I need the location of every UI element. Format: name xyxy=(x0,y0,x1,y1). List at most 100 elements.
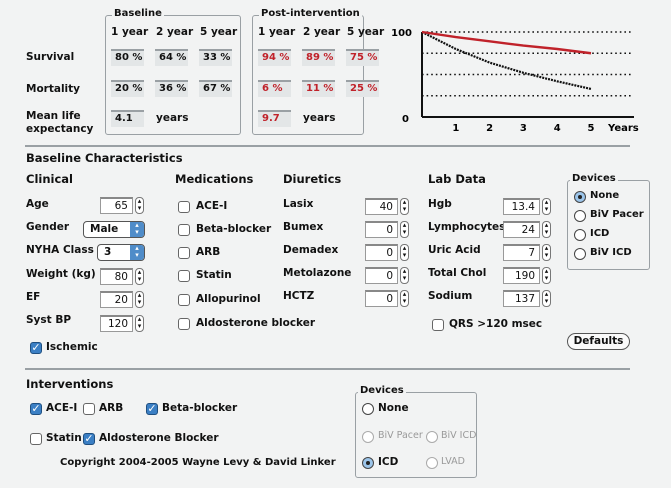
age-label: Age xyxy=(26,198,49,210)
gender-select[interactable]: Male ▴ ▾ xyxy=(83,221,145,238)
intervention-devices-group: Devices None BiV Pacer BiV ICD ICD LVAD xyxy=(355,385,477,478)
post-survival-1yr: 94 % xyxy=(258,49,291,66)
ischemic-checkbox[interactable]: ✓ xyxy=(30,341,42,354)
lab-stepper[interactable]: ▴ ▾ xyxy=(542,290,551,307)
ef-stepper[interactable]: ▴ ▾ xyxy=(135,291,144,308)
lab-input[interactable]: 190 xyxy=(503,267,540,284)
chevron-updown-icon: ▴ ▾ xyxy=(130,245,144,260)
clinical-title: Clinical xyxy=(26,172,73,186)
intervention-devices-legend: Devices xyxy=(358,385,406,396)
intervention-ace-i-checkbox[interactable]: ✓ xyxy=(30,402,42,415)
device-label: BiV ICD xyxy=(590,247,632,258)
lab-data-title: Lab Data xyxy=(428,172,486,186)
lab-stepper[interactable]: ▴ ▾ xyxy=(542,221,551,238)
weight-input[interactable]: 80 xyxy=(100,268,133,285)
baseline-mean-life: 4.1 xyxy=(111,110,144,127)
weight-stepper[interactable]: ▴ ▾ xyxy=(135,268,144,285)
lab-input[interactable]: 7 xyxy=(503,244,540,261)
diuretic-input[interactable]: 0 xyxy=(365,267,398,284)
sbp-stepper[interactable]: ▴ ▾ xyxy=(135,315,144,332)
medication-checkbox[interactable] xyxy=(178,294,190,306)
post-mortality-1yr: 6 % xyxy=(258,80,291,97)
qrs-checkbox[interactable] xyxy=(432,319,444,331)
post-survival-5yr: 75 % xyxy=(346,49,379,66)
survival-chart: 1 2 3 4 5 100 0 Years xyxy=(391,28,639,134)
baseline-survival-2yr: 64 % xyxy=(155,49,188,66)
diuretic-stepper[interactable]: ▴ ▾ xyxy=(400,198,409,215)
post-mortality-5yr: 25 % xyxy=(346,80,379,97)
lab-label: Lymphocytes xyxy=(428,221,506,233)
ef-input[interactable]: 20 xyxy=(100,291,133,308)
medication-label: Beta-blocker xyxy=(196,223,272,235)
device-icd-label: ICD xyxy=(378,456,399,468)
diuretic-input[interactable]: 40 xyxy=(365,198,398,215)
device-biv-icd-radio[interactable] xyxy=(426,431,438,443)
year-header: 5 year xyxy=(200,26,238,38)
device-lvad-label: LVAD xyxy=(441,456,465,467)
device-none-radio[interactable] xyxy=(362,403,374,415)
age-input[interactable]: 65 xyxy=(100,197,133,214)
medication-checkbox[interactable] xyxy=(178,318,190,330)
x-tick-label: 3 xyxy=(520,123,527,134)
diuretic-label: Bumex xyxy=(283,221,324,233)
lab-input[interactable]: 137 xyxy=(503,290,540,307)
sbp-input[interactable]: 120 xyxy=(100,315,133,332)
defaults-button[interactable]: Defaults xyxy=(567,333,630,350)
device-icd-radio[interactable] xyxy=(362,457,374,469)
post-mean-life: 9.7 xyxy=(258,110,291,127)
intervention-statin-checkbox[interactable] xyxy=(30,433,42,445)
post-survival-2yr: 89 % xyxy=(302,49,335,66)
intervention-beta-blocker-checkbox[interactable]: ✓ xyxy=(146,402,158,415)
lab-stepper[interactable]: ▴ ▾ xyxy=(542,267,551,284)
diuretics-title: Diuretics xyxy=(283,172,342,186)
diuretic-label: HCTZ xyxy=(283,290,315,302)
diuretic-stepper[interactable]: ▴ ▾ xyxy=(400,221,409,238)
nyha-select[interactable]: 3 ▴ ▾ xyxy=(97,244,145,261)
x-axis-label: Years xyxy=(607,123,639,134)
lab-input[interactable]: 13.4 xyxy=(503,198,540,215)
lab-stepper[interactable]: ▴ ▾ xyxy=(542,244,551,261)
medication-label: Aldosterone blocker xyxy=(196,317,316,329)
diuretic-stepper[interactable]: ▴ ▾ xyxy=(400,244,409,261)
y-tick-label: 100 xyxy=(391,28,412,39)
device-none-label: None xyxy=(378,402,409,414)
diuretic-input[interactable]: 0 xyxy=(365,290,398,307)
diuretic-stepper[interactable]: ▴ ▾ xyxy=(400,267,409,284)
year-header: 5 year xyxy=(347,26,385,38)
lab-input[interactable]: 24 xyxy=(503,221,540,238)
baseline-mortality-2yr: 36 % xyxy=(155,80,188,97)
medication-label: Allopurinol xyxy=(196,293,261,305)
intervention-arb-checkbox[interactable] xyxy=(83,403,95,415)
survival-label: Survival xyxy=(26,51,75,63)
device-radio[interactable] xyxy=(574,210,586,222)
intervention-label: Aldosterone Blocker xyxy=(99,432,219,444)
diuretic-input[interactable]: 0 xyxy=(365,244,398,261)
device-radio[interactable] xyxy=(574,191,586,203)
medication-checkbox[interactable] xyxy=(178,247,190,259)
medication-checkbox[interactable] xyxy=(178,270,190,282)
baseline-mortality-1yr: 20 % xyxy=(111,80,144,97)
medication-label: ARB xyxy=(196,246,221,258)
diuretic-input[interactable]: 0 xyxy=(365,221,398,238)
device-biv-pacer-radio[interactable] xyxy=(362,431,374,443)
intervention-label: ARB xyxy=(99,402,124,414)
nyha-value: 3 xyxy=(104,246,112,258)
lab-stepper[interactable]: ▴ ▾ xyxy=(542,198,551,215)
age-stepper[interactable]: ▴ ▾ xyxy=(135,197,144,214)
device-biv-pacer-label: BiV Pacer xyxy=(378,430,423,441)
medication-checkbox[interactable] xyxy=(178,224,190,236)
baseline-characteristics-title: Baseline Characteristics xyxy=(26,151,183,165)
gender-value: Male xyxy=(90,223,119,235)
chevron-updown-icon: ▴ ▾ xyxy=(130,222,144,237)
copyright-text: Copyright 2004-2005 Wayne Levy & David L… xyxy=(60,457,336,468)
intervention-aldosterone-checkbox[interactable]: ✓ xyxy=(83,432,95,445)
device-lvad-radio[interactable] xyxy=(426,457,438,469)
device-radio[interactable] xyxy=(574,248,586,260)
diuretic-label: Lasix xyxy=(283,198,314,210)
device-radio[interactable] xyxy=(574,229,586,241)
diuretic-stepper[interactable]: ▴ ▾ xyxy=(400,290,409,307)
medication-label: ACE-I xyxy=(196,200,228,212)
medication-checkbox[interactable] xyxy=(178,201,190,213)
year-header: 1 year xyxy=(111,26,149,38)
intervention-label: ACE-I xyxy=(46,402,78,414)
